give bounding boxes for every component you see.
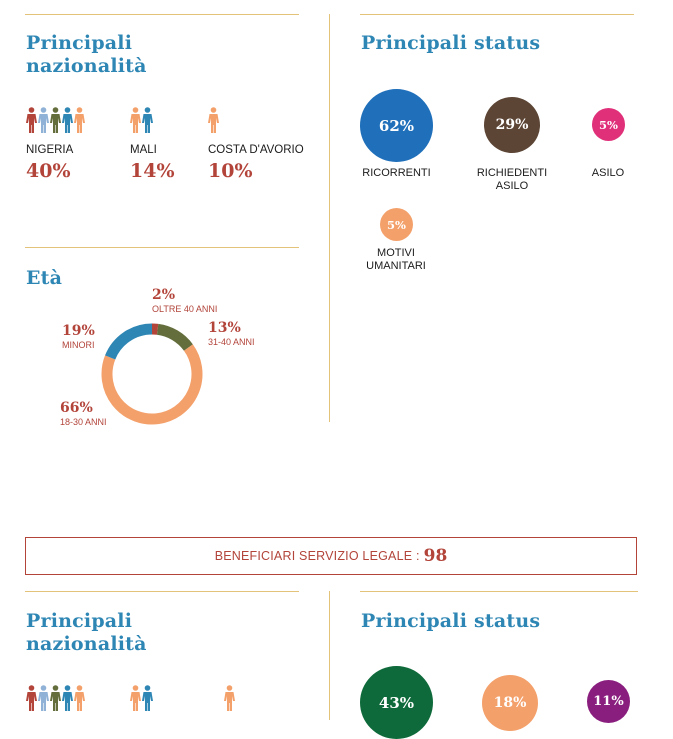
nationalities-title-2: Principali nazionalità <box>26 610 147 656</box>
status-title: Principali status <box>361 32 540 55</box>
age-percent-over40: 2% <box>152 288 175 303</box>
column-divider <box>329 14 330 422</box>
top-divider-left <box>25 14 299 15</box>
age-title: Età <box>26 267 62 290</box>
nationalities-title: Principali nazionalità <box>26 32 147 78</box>
person-icon <box>208 107 219 134</box>
person-icon <box>26 685 37 712</box>
status-label-asilo: ASILO <box>578 167 638 180</box>
person-icon <box>62 685 73 712</box>
people-icons-mali <box>130 107 153 134</box>
nationality-name: MALI <box>130 144 157 156</box>
people-icons-costa-davorio <box>208 107 219 134</box>
age-percent-31-40: 13% <box>208 321 241 336</box>
status-label-motivi-umanitari: MOTIVI UMANITARI <box>356 247 436 273</box>
status-circle-motivi-umanitari: 5% <box>380 208 413 241</box>
people-icons-group-1 <box>26 685 85 712</box>
person-icon <box>224 685 235 712</box>
nationality-percent: 10% <box>208 160 253 182</box>
person-icon <box>38 685 49 712</box>
nationality-percent: 14% <box>130 160 175 182</box>
people-icons-nigeria <box>26 107 85 134</box>
age-label-minori: MINORI <box>62 340 95 350</box>
status-label-ricorrenti: RICORRENTI <box>346 167 447 180</box>
section2-divider-left <box>25 591 299 592</box>
status-circle-ricorrenti: 62% <box>360 89 433 162</box>
section2-column-divider <box>329 591 330 720</box>
status-circle-2-first: 43% <box>360 666 433 739</box>
person-icon <box>38 107 49 134</box>
person-icon <box>142 685 153 712</box>
nationality-name: NIGERIA <box>26 144 73 156</box>
age-label-31-40: 31-40 ANNI <box>208 337 255 347</box>
person-icon <box>130 685 141 712</box>
status-circle-richiedenti-asilo: 29% <box>484 97 540 153</box>
age-label-over40: OLTRE 40 ANNI <box>152 304 217 314</box>
age-label-18-30: 18-30 ANNI <box>60 417 107 427</box>
person-icon <box>74 685 85 712</box>
status-circle-asilo: 5% <box>592 108 625 141</box>
person-icon <box>74 107 85 134</box>
legal-service-box: BENEFICIARI SERVIZIO LEGALE : 98 <box>25 537 637 575</box>
age-percent-minori: 19% <box>62 324 95 339</box>
people-icons-group-3 <box>224 685 235 712</box>
person-icon <box>62 107 73 134</box>
donut-slice-2 <box>107 348 197 419</box>
nationality-name: COSTA D'AVORIO <box>208 144 304 156</box>
nationality-percent: 40% <box>26 160 71 182</box>
person-icon <box>26 107 37 134</box>
age-percent-18-30: 66% <box>60 401 93 416</box>
person-icon <box>50 107 61 134</box>
status-circle-2-third: 11% <box>587 680 630 723</box>
donut-slice-1 <box>158 329 189 347</box>
legal-service-label: BENEFICIARI SERVIZIO LEGALE : <box>215 549 420 563</box>
legal-service-value: 98 <box>424 546 448 566</box>
age-divider <box>25 247 299 248</box>
age-donut-chart <box>100 320 204 428</box>
top-divider-right <box>360 14 634 15</box>
status-circle-2-second: 18% <box>482 675 538 731</box>
person-icon <box>142 107 153 134</box>
person-icon <box>50 685 61 712</box>
status-title-2: Principali status <box>361 610 540 633</box>
section2-divider-right <box>360 591 638 592</box>
status-label-richiedenti-asilo: RICHIEDENTI ASILO <box>462 167 562 193</box>
donut-slice-3 <box>110 329 152 357</box>
person-icon <box>130 107 141 134</box>
people-icons-group-2 <box>130 685 153 712</box>
